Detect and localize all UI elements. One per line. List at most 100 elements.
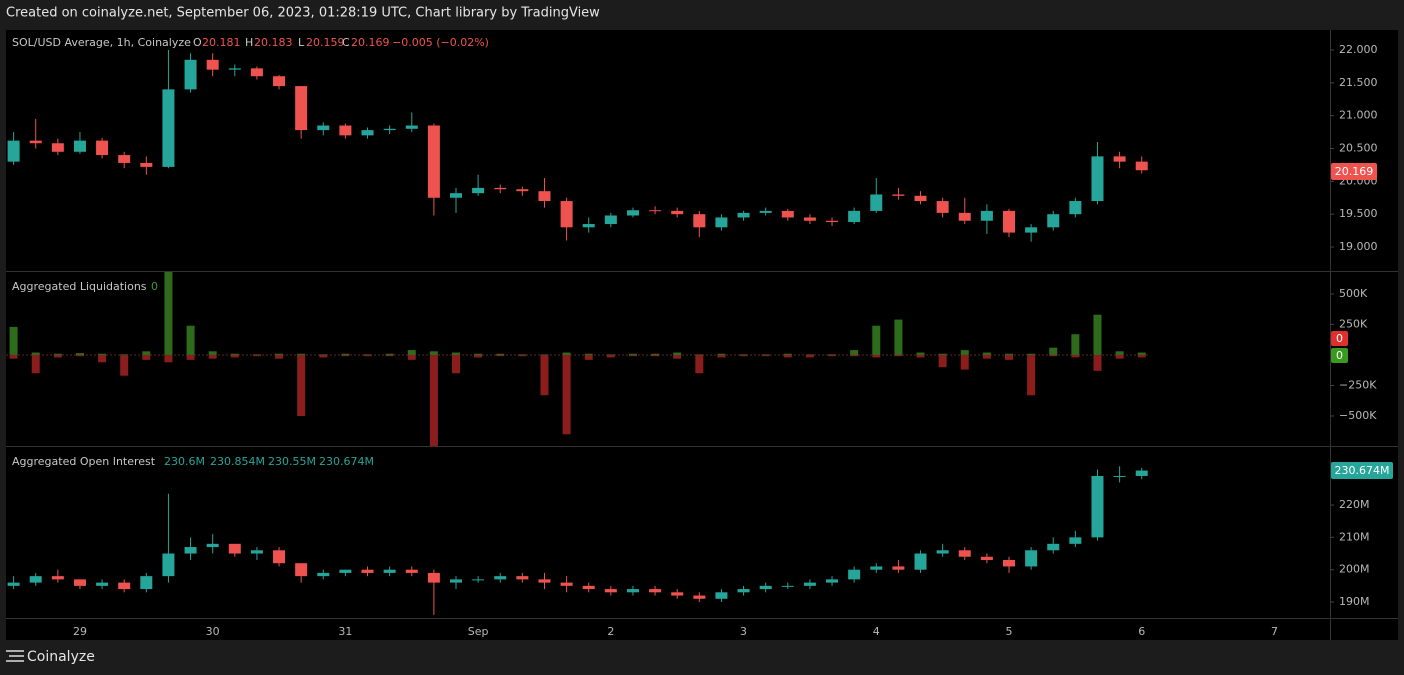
candle-body (781, 210, 794, 218)
candle-body (184, 59, 197, 90)
bar (872, 354, 881, 358)
candle-body (427, 572, 440, 583)
candle-body (958, 550, 971, 557)
bar (385, 354, 394, 357)
candle-body (339, 125, 352, 136)
bar (805, 354, 814, 355)
bar (540, 354, 549, 355)
candle-body (870, 194, 883, 211)
candle-body (649, 589, 662, 593)
bar (916, 352, 925, 355)
legend-low: 20.159 (306, 36, 345, 49)
candle-body (162, 89, 175, 167)
plot-area (7, 49, 1148, 242)
bar (1071, 354, 1080, 358)
candle-body (560, 201, 573, 228)
bar (496, 353, 505, 355)
legend-letter: L (298, 36, 305, 49)
legend-letter: C (342, 36, 350, 49)
bar (894, 319, 903, 355)
y-tick-label: 220M (1339, 498, 1370, 511)
bar (230, 354, 239, 358)
bar (628, 354, 637, 357)
legend-open: 20.181 (202, 36, 241, 49)
bar (319, 354, 328, 358)
legend-change: −0.005 (−0.02%) (392, 36, 489, 49)
candle-body (759, 210, 772, 213)
header: Created on coinalyze.net, September 06, … (6, 6, 600, 21)
candle-body (737, 212, 750, 218)
candle-body (693, 214, 706, 228)
bar (31, 354, 40, 374)
candle-body (826, 579, 839, 583)
y-tick-label: 20.500 (1339, 141, 1378, 154)
candle-body (1135, 161, 1148, 171)
y-tick-label: −500K (1339, 409, 1377, 422)
candle-body (826, 220, 839, 223)
bar (695, 354, 704, 374)
bar (938, 354, 947, 368)
candle-body (162, 553, 175, 577)
candle-body (140, 576, 153, 590)
brand-icon (6, 650, 24, 662)
candle-body (848, 210, 861, 223)
candle-body (781, 585, 794, 587)
candle-body (118, 582, 131, 590)
bar (1049, 347, 1058, 355)
legend-high: 230.854M (210, 455, 265, 468)
candle-body (1091, 156, 1104, 202)
bar (584, 354, 593, 360)
bar (407, 354, 416, 360)
candle-body (494, 576, 507, 580)
bar (872, 325, 881, 355)
candle-body (671, 210, 684, 215)
x-tick-label: 2 (607, 625, 614, 638)
candle-body (29, 140, 42, 144)
candle-body (118, 155, 131, 163)
bar (783, 353, 792, 355)
bar (606, 354, 615, 358)
bar (31, 352, 40, 355)
bar (75, 354, 84, 357)
candle-body (206, 59, 219, 70)
candle-body (228, 543, 241, 554)
bar (120, 354, 129, 376)
candle-body (73, 579, 86, 586)
bar (717, 354, 726, 358)
bar (142, 351, 151, 355)
candle-body (892, 194, 905, 196)
bar (1027, 353, 1036, 355)
candle-body (1025, 550, 1038, 567)
long-badge (1331, 348, 1348, 363)
bar (982, 354, 991, 359)
candle-body (450, 193, 462, 198)
legend-title: Aggregated Open Interest (12, 455, 156, 468)
candle-body (273, 550, 286, 564)
candle-body (96, 582, 109, 586)
bar (53, 354, 62, 358)
candle-body (980, 556, 993, 560)
candle-body (936, 201, 949, 213)
bar (75, 353, 84, 355)
x-tick-label: 30 (206, 625, 220, 638)
bar (673, 354, 682, 359)
y-tick-label: 190M (1339, 595, 1370, 608)
bar (562, 354, 571, 435)
bar (1115, 351, 1124, 355)
bar (496, 354, 505, 357)
y-tick-label: 19.500 (1339, 207, 1378, 220)
candle-body (295, 86, 308, 131)
bar (9, 354, 18, 359)
bar (761, 354, 770, 355)
bar (1005, 354, 1013, 360)
candle-body (29, 576, 42, 583)
candle-body (51, 576, 64, 580)
candle-body (803, 217, 816, 221)
bar (275, 353, 284, 355)
candle-body (405, 125, 418, 129)
candle-body (803, 582, 816, 586)
candle-body (892, 566, 905, 570)
candle-body (184, 547, 197, 554)
candle-body (361, 569, 374, 573)
